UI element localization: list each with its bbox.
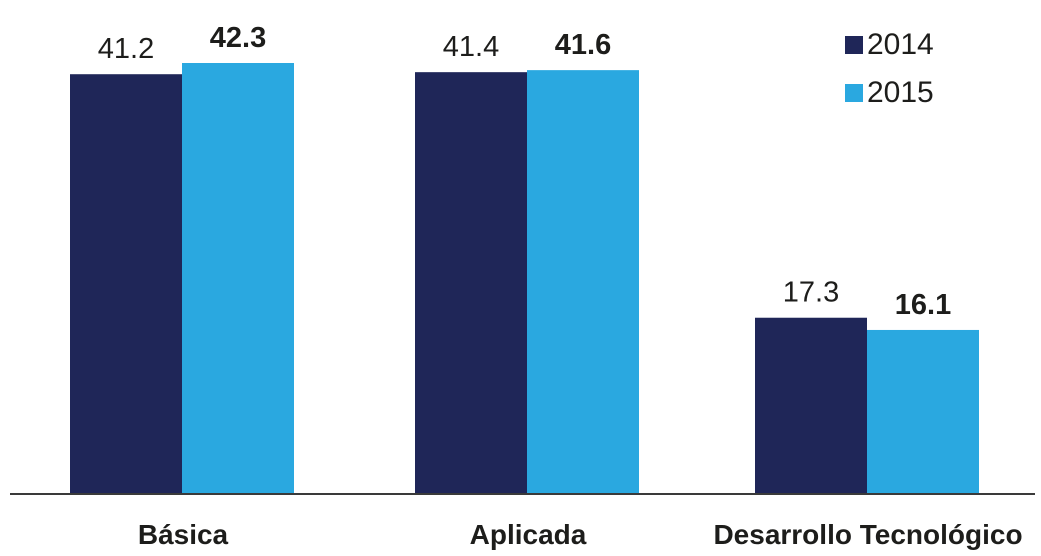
value-label-2014-2: 17.3 [783, 277, 839, 309]
bars-group [70, 63, 979, 494]
bar-2014-1 [415, 72, 527, 494]
value-label-2015-2: 16.1 [895, 289, 951, 321]
bar-2015-2 [867, 329, 979, 494]
bar-2014-2 [755, 317, 867, 494]
legend-label-2014: 2014 [867, 28, 934, 61]
value-labels-group: 41.2 42.3 41.4 41.6 17.3 16.1 [98, 22, 951, 321]
value-label-2015-1: 41.6 [555, 29, 611, 61]
legend: 2014 2015 [845, 28, 934, 109]
value-label-2015-0: 42.3 [210, 22, 266, 54]
category-labels-group: Básica Aplicada Desarrollo Tecnológico [138, 519, 1023, 550]
bar-2015-0 [182, 63, 294, 494]
category-label-1: Aplicada [470, 519, 587, 550]
legend-swatch-2015 [845, 84, 863, 102]
category-label-0: Básica [138, 519, 229, 550]
bar-2014-0 [70, 74, 182, 494]
legend-label-2015: 2015 [867, 76, 934, 109]
bar-2015-1 [527, 70, 639, 494]
legend-swatch-2014 [845, 36, 863, 54]
value-label-2014-0: 41.2 [98, 33, 154, 65]
value-label-2014-1: 41.4 [443, 31, 499, 63]
category-label-2: Desarrollo Tecnológico [713, 519, 1022, 550]
